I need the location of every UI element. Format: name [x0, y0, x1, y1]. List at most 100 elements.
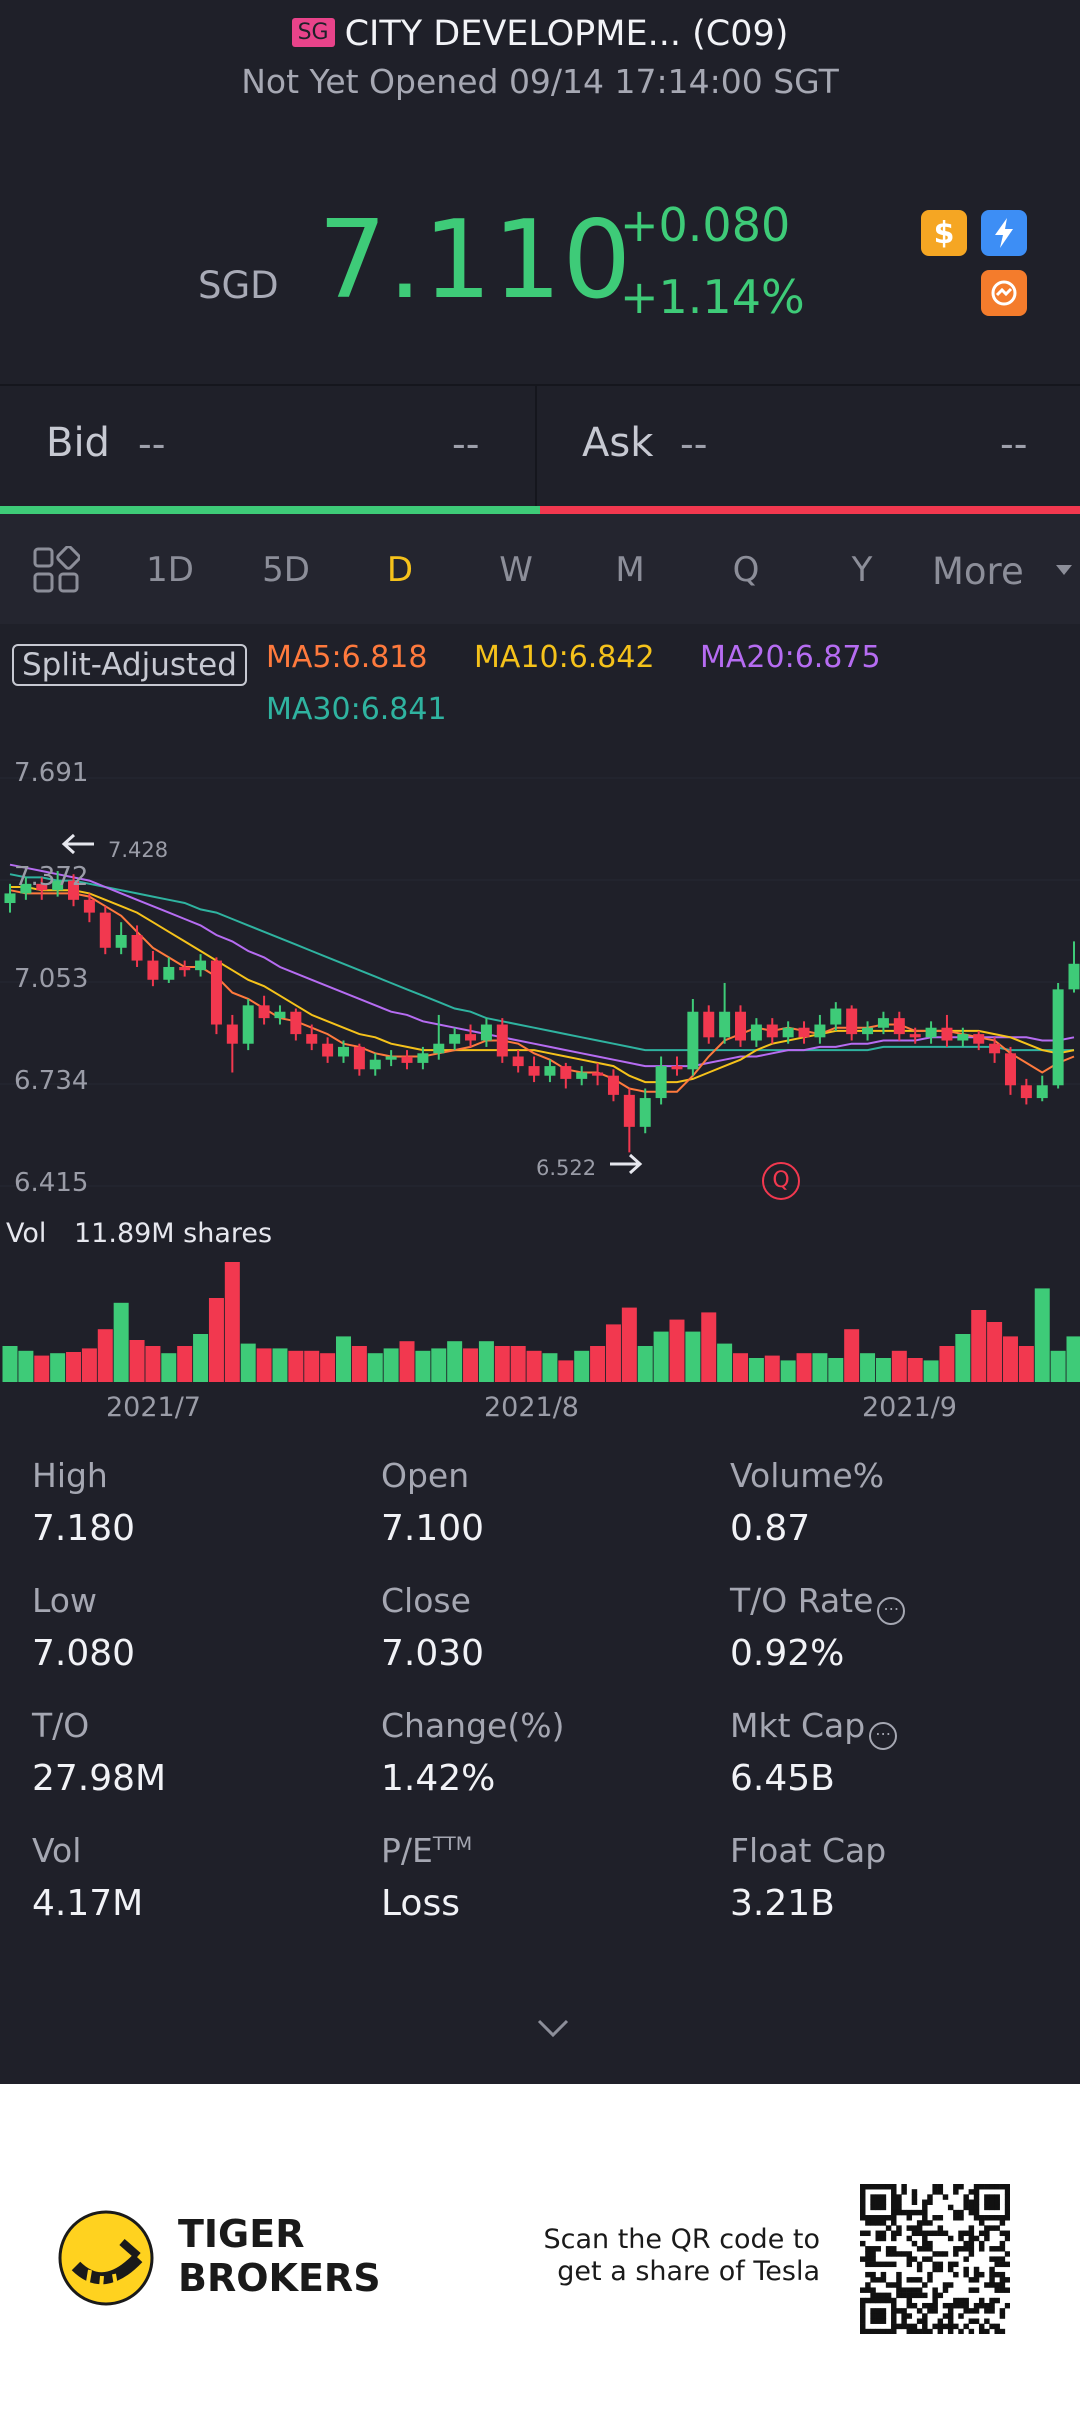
candle-body: [623, 1094, 635, 1127]
qr-module: [947, 2266, 954, 2273]
qr-module: [896, 2225, 902, 2231]
qr-module: [984, 2328, 990, 2334]
qr-module: [942, 2313, 949, 2319]
tab-w[interactable]: W: [499, 550, 533, 590]
qr-module: [953, 2261, 959, 2268]
tab-y[interactable]: Y: [851, 550, 873, 590]
candle-body: [68, 880, 80, 900]
brand-line: TIGER: [178, 2212, 305, 2256]
qr-module: [870, 2261, 876, 2268]
qr-module: [953, 2297, 959, 2304]
qr-module: [891, 2251, 897, 2257]
dollar-icon[interactable]: $: [921, 210, 967, 256]
split-adjusted-toggle[interactable]: Split-Adjusted: [12, 644, 247, 686]
chevron-down-icon[interactable]: [1054, 562, 1074, 581]
ma30-value: MA30:6.841: [266, 692, 447, 727]
qr-module: [891, 2235, 897, 2242]
qr-module: [937, 2184, 944, 2190]
volume-bar: [526, 1350, 542, 1382]
qr-code[interactable]: [860, 2184, 1010, 2334]
qr-module: [911, 2189, 918, 2195]
candle-body: [465, 1034, 477, 1041]
qr-module: [896, 2230, 902, 2237]
qr-module: [968, 2235, 975, 2242]
qr-module: [937, 2189, 944, 2195]
qr-module: [942, 2302, 949, 2309]
qr-module: [880, 2271, 887, 2278]
qr-module: [984, 2302, 990, 2309]
qr-module: [937, 2251, 944, 2257]
qr-module: [860, 2297, 866, 2304]
qr-module: [875, 2220, 881, 2226]
qr-module: [953, 2251, 959, 2257]
tab-5d[interactable]: 5D: [262, 550, 310, 590]
ma30-line: [9, 873, 1074, 1052]
volume-bar: [335, 1336, 351, 1382]
qr-module: [901, 2184, 907, 2190]
qr-module: [875, 2235, 881, 2242]
qr-module: [989, 2225, 995, 2231]
info-icon[interactable]: ⋯: [877, 1597, 906, 1625]
qr-module: [968, 2189, 975, 2195]
flash-icon[interactable]: [981, 210, 1027, 256]
qr-module: [916, 2308, 923, 2314]
tab-more[interactable]: More: [932, 550, 1024, 593]
qr-module: [953, 2323, 959, 2330]
volume-bar: [18, 1350, 34, 1382]
candle-body: [957, 1034, 969, 1041]
candle-body: [846, 1008, 858, 1035]
candle-body: [973, 1034, 985, 1044]
qr-module: [885, 2282, 892, 2288]
qr-module: [896, 2199, 902, 2205]
tab-1d[interactable]: 1D: [146, 550, 194, 590]
qr-module: [999, 2220, 1006, 2226]
candle-body: [941, 1027, 953, 1041]
qr-module: [891, 2184, 897, 2190]
qr-module: [932, 2297, 938, 2304]
expand-chevron-icon[interactable]: [536, 2018, 570, 2042]
tab-m[interactable]: M: [615, 550, 645, 590]
qr-module: [999, 2246, 1006, 2252]
qr-module: [860, 2230, 866, 2237]
bid-size: --: [452, 422, 480, 466]
event-marker[interactable]: Q: [762, 1162, 800, 1200]
qr-module: [984, 2184, 990, 2190]
qr-module: [937, 2292, 944, 2299]
x-axis-label: 2021/7: [106, 1392, 201, 1423]
qr-module: [880, 2313, 887, 2319]
tab-q[interactable]: Q: [732, 550, 760, 590]
qr-module: [880, 2261, 887, 2268]
qr-module: [891, 2297, 897, 2304]
brand-line: BROKERS: [178, 2256, 381, 2300]
candle-body: [1052, 989, 1064, 1086]
info-icon[interactable]: ⋯: [869, 1722, 898, 1750]
volume-bar: [891, 1350, 907, 1382]
stat-label-text: Close: [381, 1581, 471, 1620]
qr-module: [860, 2215, 866, 2221]
volume-bar: [1034, 1288, 1050, 1382]
qr-module: [875, 2297, 881, 2304]
qr-module: [922, 2282, 928, 2288]
qr-module: [984, 2215, 990, 2221]
volume-bar: [161, 1353, 177, 1382]
stat-value: 7.080: [32, 1633, 136, 1674]
stat-label-text: Float Cap: [730, 1831, 887, 1870]
qr-module: [865, 2261, 871, 2268]
candle-body: [83, 899, 95, 913]
promo-footer: TIGER BROKERS Scan the QR code to get a …: [0, 2084, 1080, 2429]
tab-d[interactable]: D: [386, 550, 414, 590]
qr-module: [906, 2277, 913, 2283]
qr-module: [896, 2308, 902, 2314]
qr-module: [942, 2194, 949, 2200]
volume-bar: [860, 1353, 876, 1382]
qr-module: [891, 2215, 897, 2221]
qr-module: [870, 2215, 876, 2221]
price-chart[interactable]: [0, 740, 1080, 1400]
qr-module: [953, 2189, 959, 2195]
exchange-icon[interactable]: [981, 270, 1027, 316]
qr-module: [953, 2209, 959, 2216]
exchange-badge: SG: [291, 18, 335, 47]
layout-grid-icon[interactable]: [32, 545, 81, 594]
ma5-value: MA5:6.818: [266, 640, 428, 675]
qr-module: [973, 2215, 980, 2221]
